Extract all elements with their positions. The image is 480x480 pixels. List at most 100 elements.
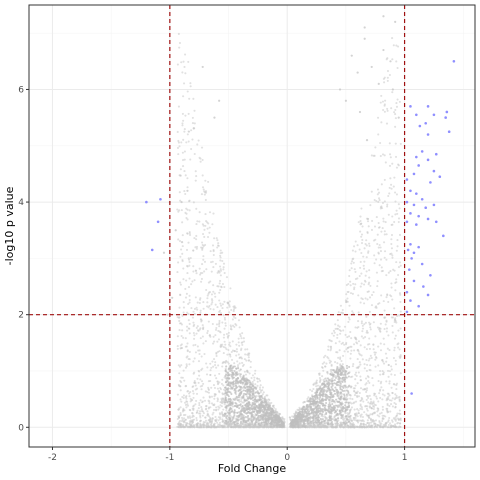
data-point-bg [209,362,212,365]
data-point-bg [366,220,370,223]
data-point-bg [398,422,402,425]
data-point-bg [219,312,223,315]
data-point-bg [388,349,391,352]
data-point-bg [187,257,190,260]
data-point-bg [244,389,247,392]
data-point-bg [334,376,338,379]
data-point-bg [191,416,194,419]
data-point-bg [327,395,330,399]
data-point-bg [319,396,322,399]
data-point-bg [242,395,245,398]
data-point-bg [354,240,357,243]
data-point-bg [227,404,230,407]
data-point-bg [274,408,277,411]
data-point-bg [323,377,327,380]
data-point-bg [265,404,268,408]
data-point-bg [184,174,187,177]
data-point-bg [367,251,370,254]
data-point-bg [315,426,318,429]
data-point-bg [187,112,190,115]
data-point-bg [397,266,401,269]
data-point-bg [188,322,191,326]
data-point-bg [188,332,191,335]
data-point-bg [357,412,361,415]
data-point-bg [192,331,195,335]
data-point-bg [399,300,402,303]
data-point-bg [240,413,243,416]
data-point-bg [201,186,205,189]
data-point-bg [372,384,375,387]
data-point-bg [394,403,397,406]
data-point-bg [379,327,382,330]
data-point-bg [369,369,372,372]
data-point-bg [330,340,333,343]
data-point-bg [311,420,314,423]
data-point-bg [252,425,255,428]
data-point-bg [178,419,182,422]
data-point-bg [280,425,284,428]
data-point-bg [240,357,244,360]
data-point-bg [394,363,397,366]
data-point-bg [203,399,207,402]
data-point-bg [201,174,204,177]
data-point-bg [365,329,369,332]
data-point-bg [193,279,196,282]
data-point-bg [358,391,361,395]
data-point-bg [191,414,194,417]
data-point-bg [343,389,346,392]
data-point-bg [212,266,215,269]
data-point-bg [244,421,248,424]
data-point-bg [360,413,363,416]
data-point-bg [211,299,214,302]
data-point-bg [230,386,233,389]
data-point-bg [350,426,353,429]
data-point-bg [368,276,371,279]
data-point-bg [189,82,192,85]
data-point-bg [391,405,394,408]
data-point-bg [225,416,228,419]
data-point-bg [194,403,197,406]
data-point-bg [356,358,359,361]
data-point-bg [398,348,401,351]
data-point-bg [232,398,236,401]
data-point-bg [239,403,242,406]
data-point-bg [200,193,204,196]
data-point-bg [335,370,338,373]
data-point-bg [196,409,199,412]
data-point-bg [231,369,234,372]
data-point-bg [244,399,247,402]
data-point-bg [279,418,282,421]
data-point-bg [348,304,351,307]
data-point-bg [366,419,369,422]
data-point-bg [184,192,187,196]
data-point-bg [381,393,384,396]
data-point-bg [246,371,250,374]
data-point-bg [334,419,337,422]
data-point-bg [215,366,218,369]
data-point-bg [234,382,237,385]
data-point-bg [382,362,386,365]
data-point-bg [268,417,271,420]
data-point-bg [198,410,202,413]
data-point-bg [229,355,232,358]
data-point-bg [246,353,249,356]
data-point-bg [254,421,257,424]
data-point-bg [244,348,247,351]
data-point-bg [258,426,261,429]
data-point-bg [195,272,198,275]
data-point-bg [363,346,366,349]
data-point-bg [381,227,384,230]
data-point-bg [189,256,192,260]
data-point-bg [336,420,339,423]
data-point-bg [181,245,184,248]
data-point-bg [351,365,354,368]
data-point-bg [199,422,202,425]
data-point-bg [360,322,363,325]
data-point-bg [331,388,334,391]
data-point-bg [182,311,185,314]
data-point-bg [344,422,347,425]
data-point-bg [181,376,184,379]
data-point-bg [230,325,233,328]
data-point-bg [193,312,196,315]
data-point-bg [327,405,330,408]
